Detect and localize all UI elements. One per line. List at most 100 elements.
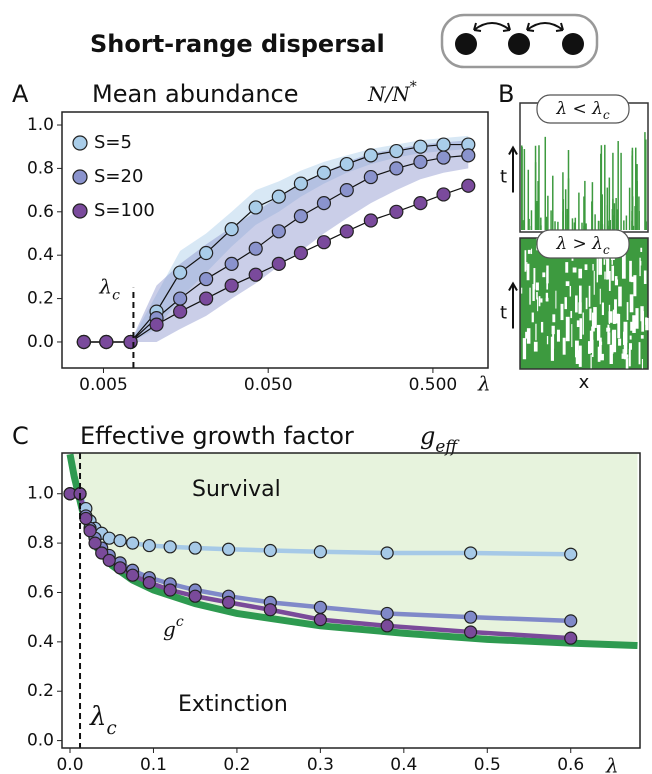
panel-label: B [498,80,514,108]
math-base: g [163,617,176,641]
legend-marker [72,169,88,185]
snapshot-gap [617,314,621,339]
snapshot-gap [612,329,617,353]
snapshot-gap [552,314,556,323]
snapshot-gap [640,260,642,266]
snapshot-gap [579,318,583,340]
snapshot-gap [562,337,566,355]
data-point [263,603,277,617]
x-tick-label: 0.3 [307,755,334,774]
label-pill [536,229,630,259]
y-tick-label: 0.2 [27,681,54,701]
data-point [248,241,263,256]
snapshot-gap [525,331,529,339]
snapshot-gap [570,310,573,319]
legend-label: S=20 [94,166,143,187]
panel-label: C [12,422,29,450]
math-subscript: c [603,108,610,122]
y-tick-label: 0.6 [27,202,54,222]
snapshot-streak [528,218,530,230]
snapshot-gap [572,267,577,273]
snapshot-gap [540,298,543,303]
data-point [463,610,478,624]
snapshot-streak [635,222,638,230]
y-axis-label: N/N* [367,79,417,106]
data-point [380,546,394,560]
snapshot-streak [632,225,635,230]
legend-label: S=5 [94,132,132,153]
data-point [76,334,91,350]
curve-label: gc [163,614,184,641]
snapshot-gap [643,270,647,284]
data-point [316,235,332,250]
math-subscript: eff [435,436,460,456]
header-title: Short-range dispersal [90,30,385,58]
snapshot-gap [555,290,557,309]
data-point [163,540,177,554]
regime-label: λ < λc [555,99,610,123]
snapshot-gap [564,297,567,310]
snapshot-gap [585,297,588,310]
snapshot-streak [634,206,636,230]
snapshot-gap [591,326,594,341]
snapshot-streak [600,153,602,230]
snapshot-gap [526,263,530,281]
time-label: t [500,167,507,188]
threshold-label: λc [98,274,120,304]
data-point [313,545,327,559]
snapshot-gap [645,317,648,325]
data-point [564,547,578,561]
snapshot-gap [587,341,591,354]
snapshot-streak [585,223,587,230]
data-point [564,631,578,645]
data-point [271,256,286,271]
snapshot-streak [530,210,533,230]
snapshot-streak [615,198,617,230]
snapshot-gap [589,308,592,321]
snapshot-streak [566,208,569,230]
snapshot-gap [632,315,636,333]
snapshot-gap [625,354,629,358]
data-point [339,183,354,198]
data-point [221,595,236,609]
snapshot-streak [608,177,611,230]
snapshot-gap [592,263,594,271]
snapshot-gap [626,302,629,321]
snapshot-streak [522,220,524,230]
plot-area [76,135,476,350]
snapshot-gap [609,344,613,364]
data-point [461,148,476,163]
snapshot-gap [582,312,584,335]
snapshot-gap [639,257,641,277]
snapshot-gap [574,340,579,358]
snapshot-gap [630,321,633,331]
data-point [363,213,378,228]
math-base: g [420,422,435,450]
snapshot-streak [604,144,606,230]
snapshot-streak [601,224,604,230]
snapshot-gap [618,338,622,346]
data-point [224,278,239,293]
survival-region [70,453,638,646]
snapshot-gap [640,306,644,322]
snapshot-streak [540,217,542,230]
snapshot-streak [578,192,580,230]
data-point [316,196,332,211]
math-base: λ > λ [555,234,603,254]
legend-label: S=100 [94,200,155,221]
snapshot-gap [571,324,573,348]
snapshot-gap [621,353,625,359]
snapshot-gap [526,262,528,271]
data-point [436,187,451,202]
data-point [389,204,404,219]
x-tick-label: 0.1 [140,755,167,774]
snapshot-gap [590,354,592,369]
y-tick-label: 0.8 [27,158,54,178]
snapshot-streak [625,215,628,230]
snapshot-gap [621,254,626,279]
data-point [413,139,428,154]
snapshot-gap [608,311,613,323]
data-point [380,606,394,621]
snapshot-gap [611,265,615,281]
snapshot-gap [531,248,533,255]
